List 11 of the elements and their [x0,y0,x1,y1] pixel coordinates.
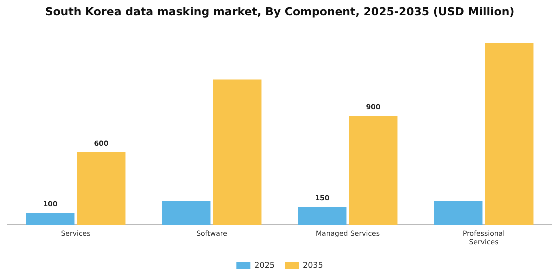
bar [213,80,262,226]
bar [485,43,534,226]
bar [162,200,211,226]
chart-title: South Korea data masking market, By Component, 2025-2035 (USD Million) [45,5,515,18]
legend-label: 2025 [254,261,275,270]
bar [349,116,398,226]
bar [434,200,483,226]
bar [77,152,126,226]
bar [26,213,75,226]
bar [298,207,347,226]
legend-label: 2035 [303,261,324,270]
